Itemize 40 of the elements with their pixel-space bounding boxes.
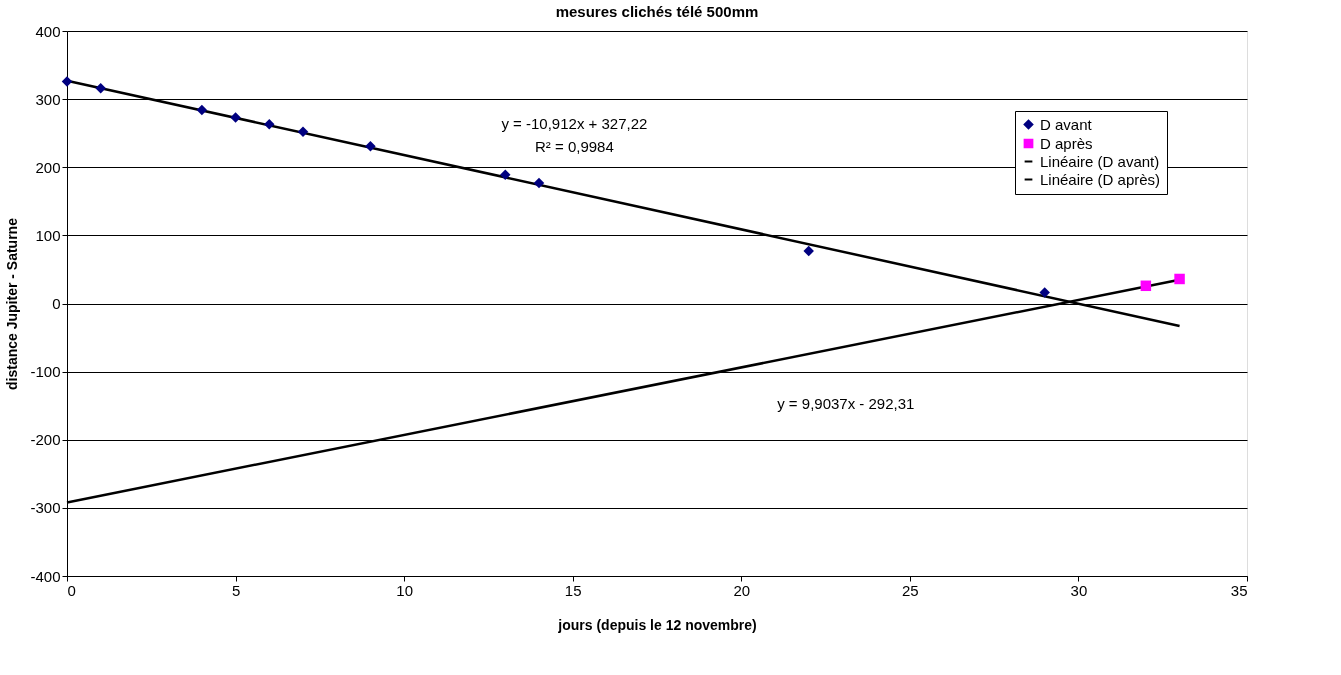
- legend-label: Linéaire (D après): [1040, 170, 1161, 188]
- y-axis-title: distance Jupiter - Saturne: [4, 217, 21, 390]
- point: [1174, 273, 1185, 285]
- point: [533, 177, 545, 189]
- legend-label: Linéaire (D avant): [1040, 152, 1160, 170]
- x-axis-title: jours (depuis le 12 novembre): [557, 616, 757, 633]
- point: [297, 126, 309, 138]
- legend-label: D avant: [1040, 115, 1093, 133]
- y-tick-label: -200: [30, 431, 61, 449]
- x-tick-label: 30: [1070, 581, 1088, 599]
- point: [365, 140, 376, 152]
- x-tick-label: 10: [396, 581, 413, 599]
- chart-title: mesures clichés télé 500mm: [555, 3, 759, 20]
- y-tick-label: 200: [35, 158, 61, 176]
- annotation: R² = 0,9984: [534, 138, 614, 156]
- x-tick-label: 5: [231, 581, 241, 599]
- x-tick-label: 20: [733, 581, 751, 599]
- y-tick-label: 300: [35, 90, 61, 108]
- annotation: y = -10,912x + 327,22: [501, 115, 648, 133]
- point: [264, 119, 275, 130]
- x-tick-label: 25: [902, 581, 919, 599]
- y-tick-label: -300: [30, 499, 61, 517]
- point: [61, 76, 73, 87]
- point: [1140, 280, 1152, 292]
- y-tick-label: -100: [30, 363, 61, 381]
- y-tick-label: 100: [35, 226, 61, 244]
- annotation: y = 9,9037x - 292,31: [777, 395, 915, 413]
- point: [95, 82, 106, 94]
- x-tick-label: 35: [1230, 581, 1248, 599]
- x-tick-label: 15: [564, 581, 582, 599]
- x-tick-label: 0: [67, 581, 76, 599]
- y-tick-label: 400: [35, 22, 61, 40]
- point: [196, 104, 208, 116]
- point: [803, 245, 814, 257]
- point: [1039, 287, 1050, 298]
- y-tick-label: 0: [52, 295, 61, 312]
- point: [500, 169, 511, 180]
- legend-label: D après: [1040, 134, 1093, 152]
- point: [230, 112, 241, 123]
- y-tick-label: -400: [30, 567, 61, 585]
